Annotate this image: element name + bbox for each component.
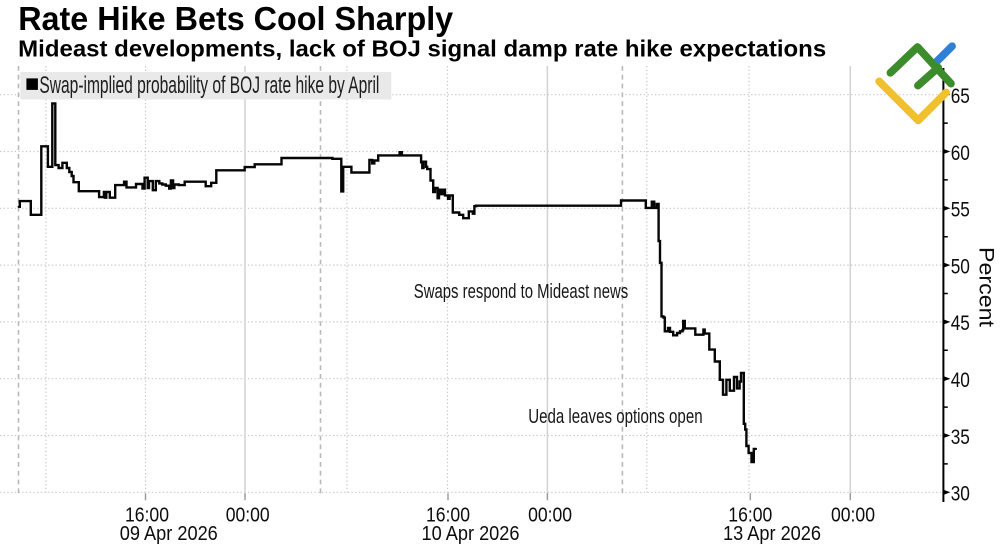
svg-text:Swaps respond to Mideast news: Swaps respond to Mideast news (414, 281, 628, 303)
svg-text:16:00: 16:00 (728, 503, 772, 526)
svg-text:40: 40 (951, 369, 970, 392)
svg-text:55: 55 (951, 199, 970, 222)
svg-text:50: 50 (951, 255, 970, 278)
svg-text:35: 35 (951, 426, 970, 449)
svg-text:00:00: 00:00 (831, 503, 875, 526)
svg-text:60: 60 (951, 142, 970, 165)
svg-text:Percent: Percent (975, 247, 998, 327)
svg-text:16:00: 16:00 (125, 503, 169, 526)
svg-text:13 Apr 2026: 13 Apr 2026 (723, 523, 821, 545)
svg-text:00:00: 00:00 (528, 503, 572, 526)
svg-text:65: 65 (951, 85, 970, 108)
svg-text:00:00: 00:00 (226, 503, 270, 526)
svg-text:Rate Hike Bets Cool Sharply: Rate Hike Bets Cool Sharply (18, 1, 453, 38)
svg-text:Swap-implied probability of BO: Swap-implied probability of BOJ rate hik… (39, 72, 379, 99)
svg-text:30: 30 (951, 483, 970, 506)
svg-text:Mideast developments, lack of: Mideast developments, lack of BOJ signal… (18, 36, 826, 62)
svg-text:09 Apr 2026: 09 Apr 2026 (120, 523, 218, 545)
svg-text:10 Apr 2026: 10 Apr 2026 (422, 523, 520, 545)
svg-text:16:00: 16:00 (426, 503, 470, 526)
svg-text:45: 45 (951, 312, 970, 335)
svg-text:Ueda leaves options open: Ueda leaves options open (528, 406, 702, 428)
